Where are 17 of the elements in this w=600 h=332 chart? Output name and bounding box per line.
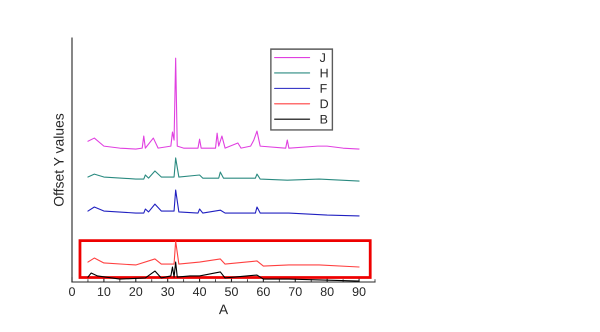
legend-label: B — [320, 114, 328, 124]
x-tick-label: 60 — [257, 287, 270, 296]
legend-label: D — [320, 100, 328, 108]
x-tick-label: 80 — [320, 287, 334, 296]
legend-label: F — [320, 84, 327, 93]
x-tick-label: 50 — [225, 287, 238, 296]
x-tick-label: 20 — [129, 287, 142, 296]
legend-label: H — [320, 68, 328, 78]
x-tick-label: 0 — [69, 287, 75, 296]
x-axis-title: A — [218, 304, 228, 314]
y-axis-title: Offset Y values — [53, 114, 64, 206]
x-tick-label: 40 — [192, 287, 206, 296]
x-tick-label: 90 — [352, 287, 366, 296]
legend-label: J — [320, 53, 325, 62]
x-tick-label: 30 — [161, 287, 174, 296]
x-tick-label: 10 — [98, 287, 110, 296]
x-tick-label: 70 — [288, 287, 302, 296]
